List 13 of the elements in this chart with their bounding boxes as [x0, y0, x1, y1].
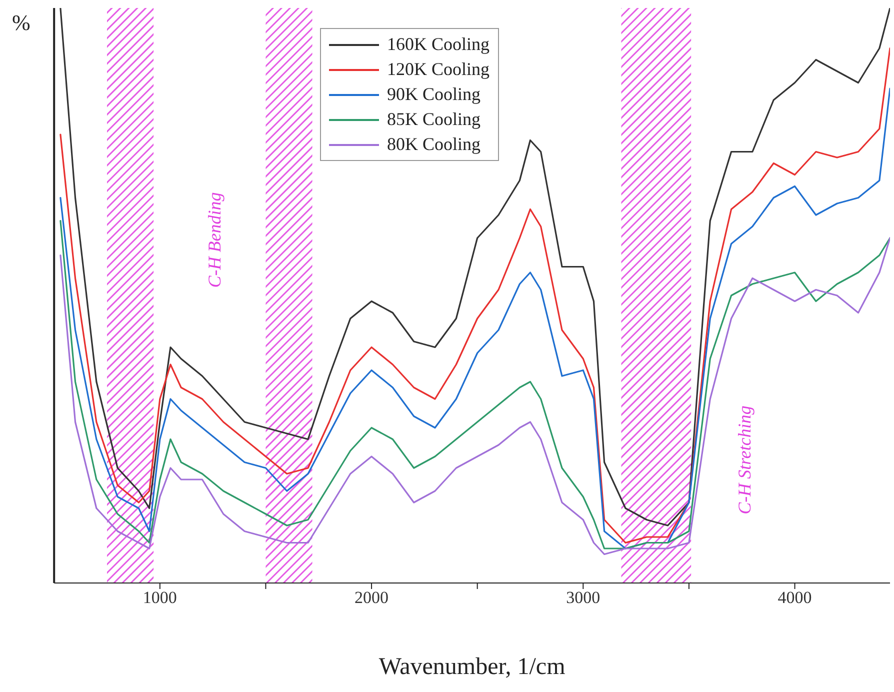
x-tick-label: 3000 [566, 588, 600, 608]
x-tick-label: 4000 [778, 588, 812, 608]
annotation: C-H Bending [204, 192, 226, 288]
y-axis-title: % [12, 10, 30, 36]
x-tick-label: 2000 [354, 588, 389, 608]
legend-label: 90K Cooling [387, 84, 481, 105]
legend-label: 80K Cooling [387, 134, 481, 155]
x-tick-label: 1000 [142, 588, 177, 608]
legend-label: 160K Cooling [387, 34, 490, 55]
legend-label: 85K Cooling [387, 109, 481, 130]
annotation: C-H Stretching [734, 406, 756, 514]
legend-label: 120K Cooling [387, 59, 490, 80]
x-axis-title: Wavenumber, 1/cm [378, 654, 566, 680]
